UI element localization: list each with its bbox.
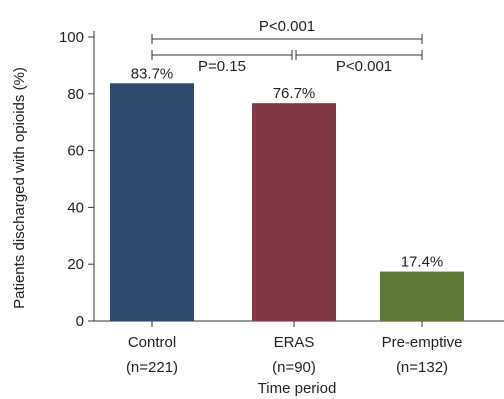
x-axis-title: Time period — [258, 380, 337, 397]
y-tick-label: 0 — [76, 313, 84, 330]
category-sample-size: (n=221) — [126, 359, 178, 376]
category-label: Pre-emptive — [382, 334, 463, 351]
y-tick-label: 60 — [67, 143, 84, 160]
bar — [110, 83, 194, 322]
y-tick-label: 20 — [67, 256, 84, 273]
category-label: ERAS — [274, 334, 315, 351]
data-label: 17.4% — [401, 254, 444, 271]
bars — [110, 83, 464, 322]
data-label: 83.7% — [131, 65, 174, 82]
p-value-label: P<0.001 — [336, 58, 392, 75]
labels: 83.7% Control (n=221) 76.7% ERAS (n=90) 17.4% P… — [126, 65, 462, 376]
category-sample-size: (n=90) — [272, 359, 316, 376]
bar — [380, 271, 464, 321]
p-value-label: P<0.001 — [259, 18, 315, 35]
bar — [252, 103, 336, 321]
category-label: Control — [128, 334, 176, 351]
p-value-label: P=0.15 — [198, 58, 246, 75]
y-tick-label: 80 — [67, 86, 84, 103]
data-label: 76.7% — [273, 85, 316, 102]
category-sample-size: (n=132) — [396, 359, 448, 376]
significance-brackets: P<0.001 P=0.15 P<0.001 — [151, 18, 423, 75]
y-tick-label: 100 — [59, 29, 84, 46]
y-axis-title: Patients discharged with opioids (%) — [11, 67, 28, 309]
y-tick-label: 40 — [67, 199, 84, 216]
